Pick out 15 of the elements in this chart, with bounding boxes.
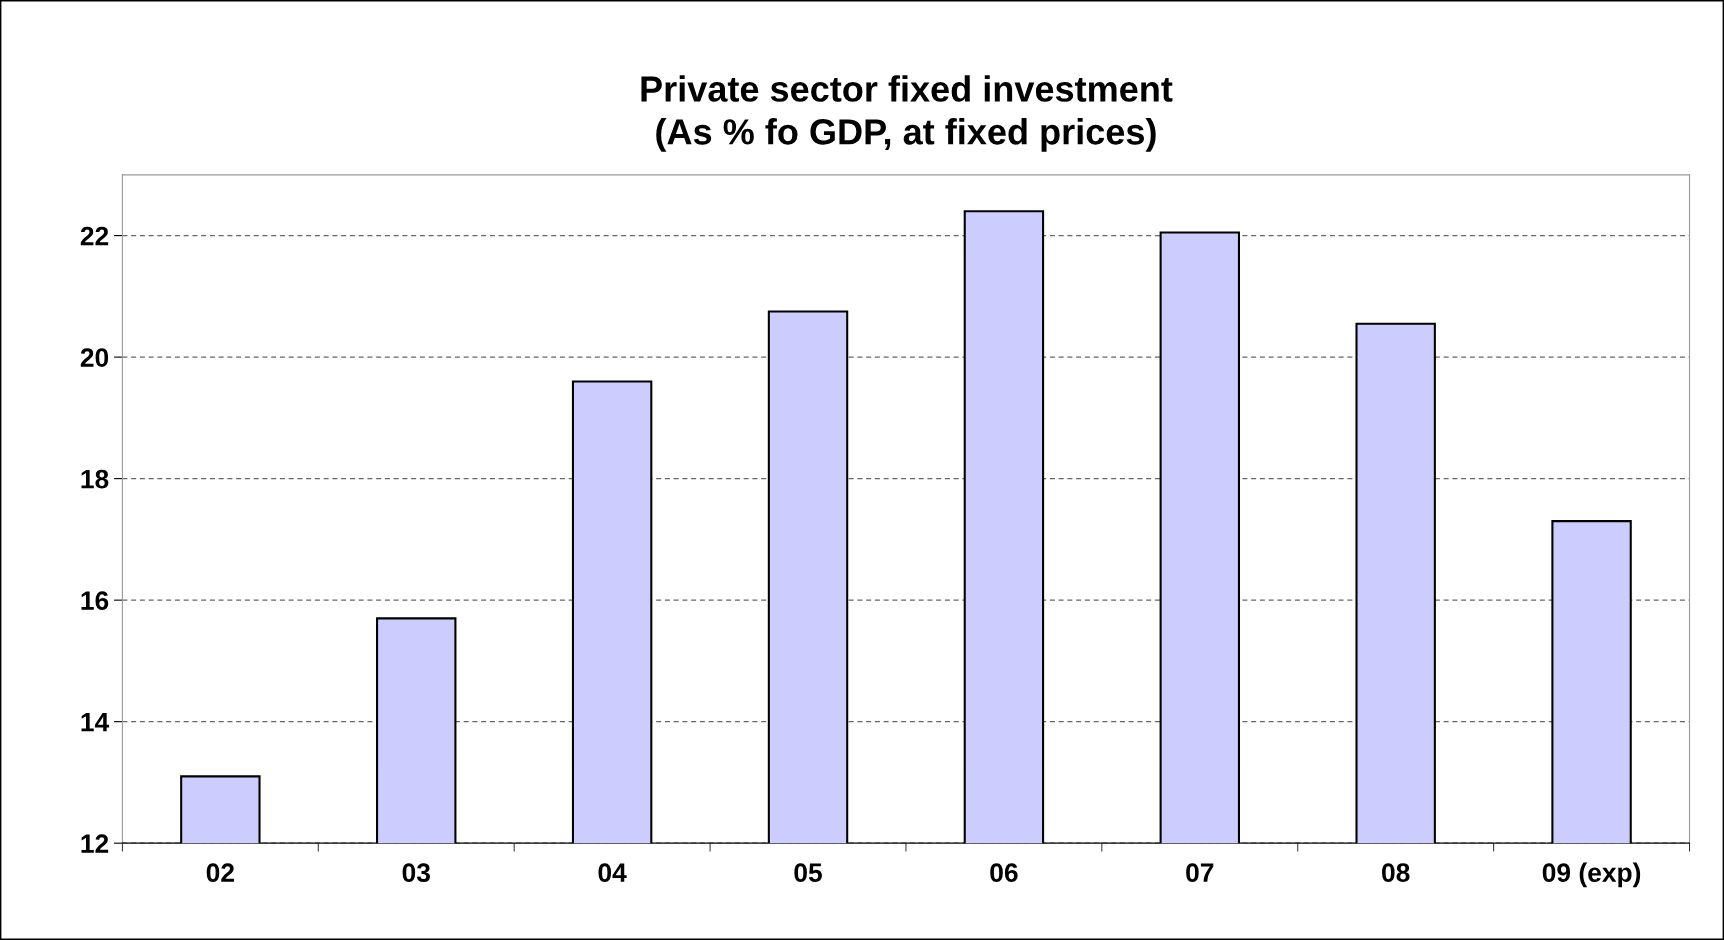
y-tick-label: 22 (80, 226, 109, 246)
x-tick-label: 08 (1382, 863, 1410, 883)
y-tick-label: 12 (81, 834, 109, 853)
y-tick-label: 18 (81, 469, 109, 489)
y-tick-label: 16 (81, 591, 109, 610)
x-tick-label: 05 (794, 863, 822, 883)
x-tick-label: 02 (206, 863, 234, 883)
chart-title: Private sector fixed investment (As % fo GDP, at fixed prices) (641, 75, 1173, 152)
x-tick-label: 06 (990, 863, 1018, 883)
x-tick-label: 09 (exp) (1542, 862, 1641, 888)
x-tick-label: 04 (598, 863, 627, 883)
x-tick-label: 07 (1186, 863, 1214, 883)
y-tick-label: 20 (80, 348, 109, 367)
y-tick-label: 14 (81, 713, 110, 732)
x-tick-label: 03 (402, 863, 430, 883)
